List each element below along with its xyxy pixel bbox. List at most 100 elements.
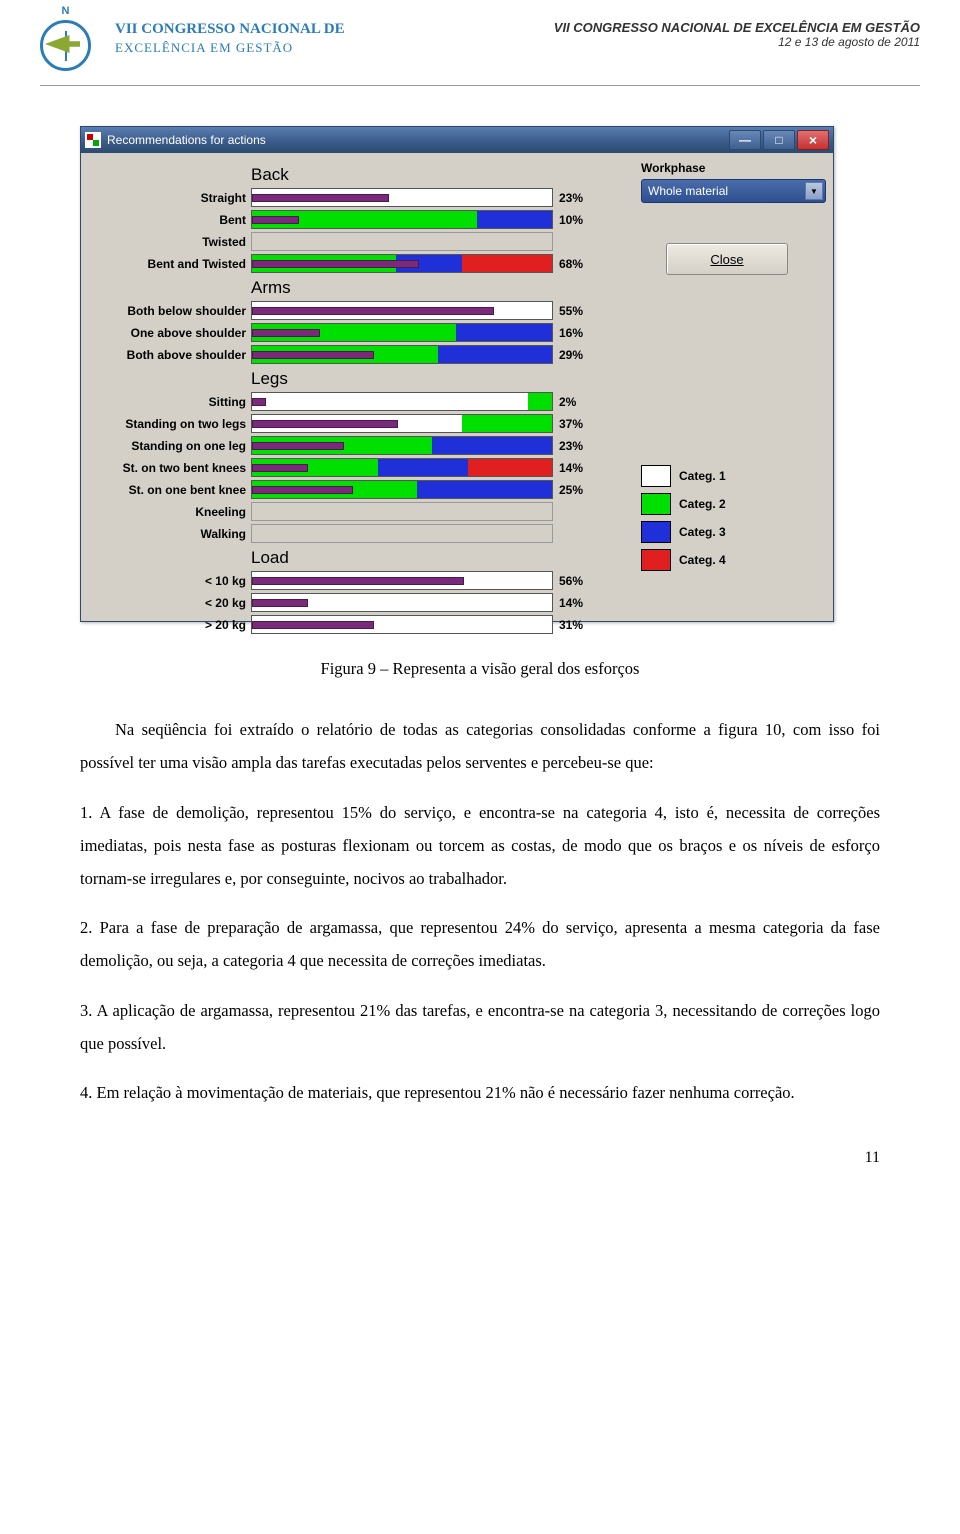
workphase-label: Workphase: [641, 161, 821, 175]
bar-label: Walking: [91, 527, 251, 541]
paragraph-2: 2. Para a fase de preparação de argamass…: [80, 911, 880, 977]
bar-track: [252, 307, 494, 315]
paragraph-3: 3. A aplicação de argamassa, representou…: [80, 994, 880, 1060]
workphase-select[interactable]: Whole material ▼: [641, 179, 826, 203]
bar-container: [251, 254, 553, 273]
bar-container: [251, 188, 553, 207]
bar-container: [251, 232, 553, 251]
bar-track: [252, 398, 266, 406]
header-divider: [40, 85, 920, 86]
bar-percentage: 2%: [559, 395, 576, 409]
bar-label: Both above shoulder: [91, 348, 251, 362]
bar-track: [252, 194, 389, 202]
bar-container: [251, 502, 553, 521]
bar-percentage: 14%: [559, 596, 583, 610]
bar-container: [251, 571, 553, 590]
bar-label: < 10 kg: [91, 574, 251, 588]
bar-label: Standing on two legs: [91, 417, 251, 431]
bar-row: Kneeling: [91, 501, 621, 522]
bar-row: St. on two bent knees 14%: [91, 457, 621, 478]
minimize-button[interactable]: —: [729, 130, 761, 150]
maximize-button[interactable]: □: [763, 130, 795, 150]
bar-row: One above shoulder 16%: [91, 322, 621, 343]
bar-label: > 20 kg: [91, 618, 251, 632]
bar-container: [251, 615, 553, 634]
bar-track: [252, 260, 419, 268]
bar-label: St. on two bent knees: [91, 461, 251, 475]
bar-label: Twisted: [91, 235, 251, 249]
legend-label: Categ. 4: [679, 553, 726, 567]
bar-percentage: 25%: [559, 483, 583, 497]
bar-track: [252, 329, 320, 337]
bar-label: One above shoulder: [91, 326, 251, 340]
bar-container: [251, 458, 553, 477]
legend-swatch: [641, 521, 671, 543]
legend-row: Categ. 3: [641, 521, 821, 543]
bar-row: Walking: [91, 523, 621, 544]
header-logo-text: VII CONGRESSO NACIONAL DE EXCELÊNCIA EM …: [115, 20, 345, 56]
workphase-value: Whole material: [648, 184, 728, 198]
chart-area: BackStraight 23% Bent10% Twisted Bent and Tw…: [91, 161, 621, 636]
paragraph-4: 4. Em relação à movimentação de materiai…: [80, 1076, 880, 1109]
bar-container: [251, 414, 553, 433]
bar-row: Both below shoulder55%: [91, 300, 621, 321]
legend-label: Categ. 2: [679, 497, 726, 511]
paragraph-intro: Na seqüência foi extraído o relatório de…: [80, 713, 880, 779]
window-titlebar: Recommendations for actions — □ ×: [81, 127, 833, 153]
bar-track: [252, 599, 308, 607]
app-icon: [85, 132, 101, 148]
section-title: Arms: [251, 278, 621, 298]
paragraph-1: 1. A fase de demolição, representou 15% …: [80, 796, 880, 895]
legend-row: Categ. 1: [641, 465, 821, 487]
header-right: VII CONGRESSO NACIONAL DE EXCELÊNCIA EM …: [554, 20, 920, 49]
bar-percentage: 16%: [559, 326, 583, 340]
bar-row: Standing on two legs 37%: [91, 413, 621, 434]
bar-track: [252, 351, 374, 359]
bar-row: Standing on one leg 23%: [91, 435, 621, 456]
bar-container: [251, 524, 553, 543]
legend-label: Categ. 3: [679, 525, 726, 539]
bar-label: Straight: [91, 191, 251, 205]
bar-percentage: 55%: [559, 304, 583, 318]
legend-swatch: [641, 465, 671, 487]
bar-percentage: 37%: [559, 417, 583, 431]
close-button[interactable]: Close: [666, 243, 788, 275]
bar-percentage: 23%: [559, 191, 583, 205]
bar-container: [251, 392, 553, 411]
bar-track: [252, 216, 299, 224]
bar-label: Standing on one leg: [91, 439, 251, 453]
window-title: Recommendations for actions: [107, 133, 729, 147]
bar-track: [252, 442, 344, 450]
bar-track: [252, 464, 308, 472]
window-close-button[interactable]: ×: [797, 130, 829, 150]
bar-percentage: 29%: [559, 348, 583, 362]
chevron-down-icon: ▼: [805, 182, 823, 200]
legend-swatch: [641, 549, 671, 571]
legend-swatch: [641, 493, 671, 515]
bar-percentage: 14%: [559, 461, 583, 475]
bar-row: Twisted: [91, 231, 621, 252]
bar-row: St. on one bent knee25%: [91, 479, 621, 500]
application-window: Recommendations for actions — □ × BackSt…: [80, 126, 834, 622]
section-title: Back: [251, 165, 621, 185]
figure-caption: Figura 9 – Representa a visão geral dos …: [80, 652, 880, 685]
legend-label: Categ. 1: [679, 469, 726, 483]
bar-container: [251, 345, 553, 364]
bar-percentage: 31%: [559, 618, 583, 632]
bar-percentage: 23%: [559, 439, 583, 453]
bar-label: Bent and Twisted: [91, 257, 251, 271]
bar-row: Sitting2%: [91, 391, 621, 412]
bar-label: Kneeling: [91, 505, 251, 519]
bar-container: [251, 480, 553, 499]
bar-track: [252, 420, 398, 428]
bar-row: < 20 kg14%: [91, 592, 621, 613]
legend-row: Categ. 2: [641, 493, 821, 515]
bar-row: Bent10%: [91, 209, 621, 230]
congress-logo: [40, 20, 100, 75]
legend: Categ. 1 Categ. 2 Categ. 3 Categ. 4: [641, 465, 821, 571]
bar-container: [251, 593, 553, 612]
legend-row: Categ. 4: [641, 549, 821, 571]
bar-container: [251, 436, 553, 455]
bar-percentage: 56%: [559, 574, 583, 588]
bar-track: [252, 577, 464, 585]
